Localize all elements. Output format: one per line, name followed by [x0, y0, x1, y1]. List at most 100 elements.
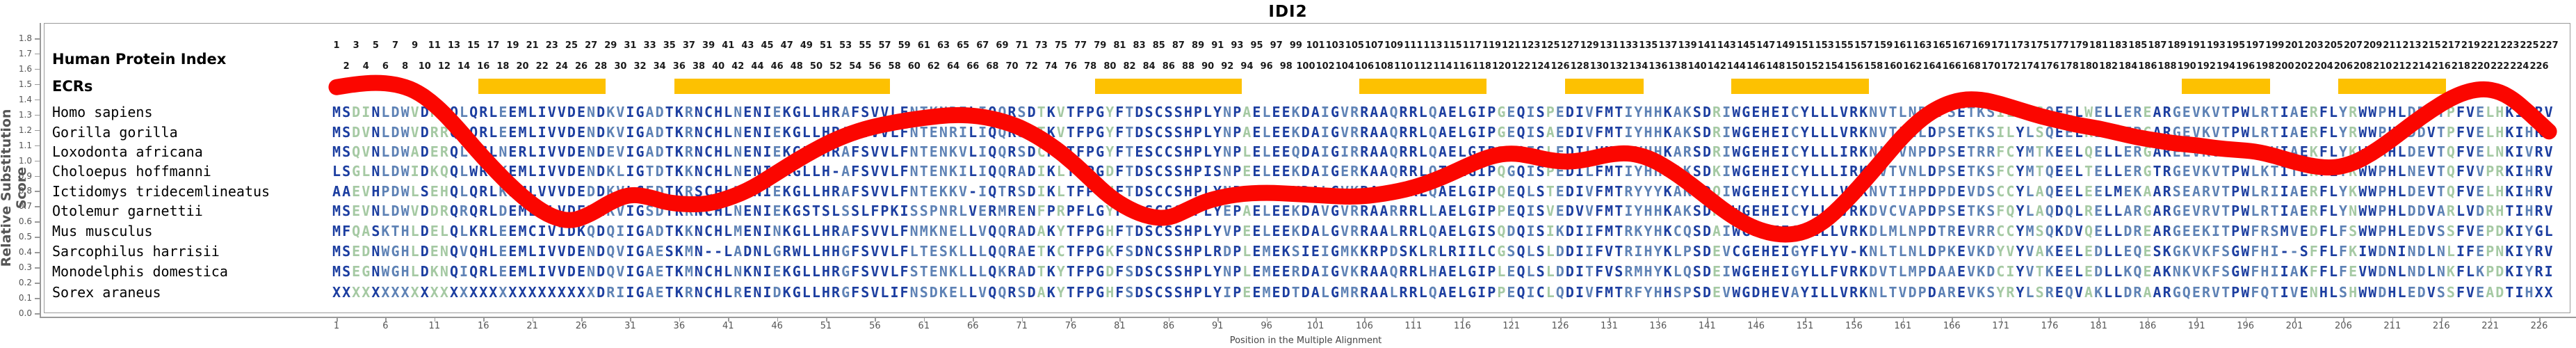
residue: D: [587, 203, 596, 219]
y-tick-label: 0.4: [18, 247, 32, 258]
ruler-number: 66: [966, 61, 980, 72]
residue: L: [969, 124, 978, 141]
residue: -: [704, 243, 713, 260]
residue: S: [2035, 124, 2044, 141]
x-tick: [483, 317, 485, 322]
residue: R: [479, 183, 488, 200]
residue: P: [1193, 104, 1202, 120]
x-tick-label: 46: [771, 321, 783, 331]
residue: F: [2319, 124, 2328, 141]
residue: C: [1037, 143, 1046, 160]
residue: A: [2436, 203, 2445, 219]
residue: I: [959, 124, 968, 141]
residue: G: [1468, 223, 1477, 239]
residue: H: [1653, 143, 1662, 160]
y-tick: [35, 53, 40, 55]
residue: K: [684, 223, 693, 239]
residue: R: [2534, 263, 2543, 280]
residue: G: [792, 263, 801, 280]
residue: A: [1311, 124, 1320, 141]
residue: S: [1399, 243, 1408, 260]
residue: L: [2074, 183, 2083, 200]
residue: A: [1546, 124, 1555, 141]
residue: P: [381, 183, 390, 200]
residue: K: [782, 223, 791, 239]
residue: H: [2388, 203, 2397, 219]
residue: L: [978, 243, 987, 260]
residue: I: [537, 263, 546, 280]
ruler-number: 71: [1015, 40, 1028, 51]
residue: I: [1575, 284, 1584, 301]
residue: V: [2212, 143, 2221, 160]
residue: A: [1947, 263, 1956, 280]
x-tick-label: 121: [1502, 321, 1521, 331]
residue: E: [2143, 104, 2152, 120]
residue: M: [332, 243, 341, 260]
residue: P: [1497, 143, 1506, 160]
residue: S: [1614, 263, 1623, 280]
residue: P: [2231, 223, 2240, 239]
y-tick-label: 1.6: [18, 63, 32, 74]
residue: G: [391, 263, 400, 280]
residue: E: [1957, 203, 1966, 219]
residue: G: [1330, 263, 1340, 280]
residue: V: [870, 223, 880, 239]
species-name: Loxodonta africana: [52, 143, 203, 160]
residue: F: [851, 163, 860, 180]
residue: T: [1125, 104, 1134, 120]
residue: N: [939, 163, 948, 180]
residue: E: [1751, 163, 1760, 180]
residue: R: [1007, 203, 1016, 219]
x-tick: [1364, 317, 1366, 322]
residue: V: [1840, 124, 1849, 141]
residue: F: [2319, 163, 2328, 180]
residue: E: [2084, 263, 2093, 280]
residue: V: [547, 223, 556, 239]
residue: I: [1477, 104, 1487, 120]
residue: F: [1115, 143, 1124, 160]
residue: E: [2192, 223, 2201, 239]
residue: R: [1409, 163, 1418, 180]
residue: K: [1977, 124, 1986, 141]
residue: L: [2104, 203, 2113, 219]
residue: F: [2212, 243, 2221, 260]
residue: G: [1468, 284, 1477, 301]
residue: R: [1849, 223, 1858, 239]
residue: E: [2476, 183, 2485, 200]
residue: D: [1507, 223, 1516, 239]
ruler-number: 186: [2138, 61, 2157, 72]
species-name: Ictidomys tridecemlineatus: [52, 183, 270, 200]
residue: P: [1233, 143, 1242, 160]
residue: T: [1125, 223, 1134, 239]
residue: S: [1144, 183, 1153, 200]
residue: V: [2427, 203, 2436, 219]
residue: L: [959, 223, 968, 239]
residue: L: [1879, 223, 1888, 239]
residue: E: [2299, 163, 2308, 180]
residue: C: [1790, 183, 1799, 200]
residue: A: [1370, 203, 1379, 219]
residue: E: [743, 163, 752, 180]
y-tick-label: 0.6: [18, 216, 32, 227]
residue: N: [1144, 243, 1153, 260]
residue: I: [1526, 143, 1535, 160]
residue: W: [400, 163, 410, 180]
residue: L: [460, 183, 469, 200]
residue: E: [772, 124, 781, 141]
residue: R: [1360, 203, 1369, 219]
residue: L: [2104, 163, 2113, 180]
residue: P: [1487, 284, 1496, 301]
residue: T: [1614, 104, 1623, 120]
residue: L: [2328, 243, 2338, 260]
residue: F: [900, 163, 909, 180]
residue: L: [969, 104, 978, 120]
residue: L: [1546, 143, 1555, 160]
residue: A: [1673, 163, 1682, 180]
residue: R: [782, 243, 791, 260]
residue: L: [460, 223, 469, 239]
residue: K: [948, 263, 957, 280]
residue: Y: [1996, 243, 2005, 260]
residue: D: [1565, 284, 1574, 301]
residue: I: [557, 223, 566, 239]
